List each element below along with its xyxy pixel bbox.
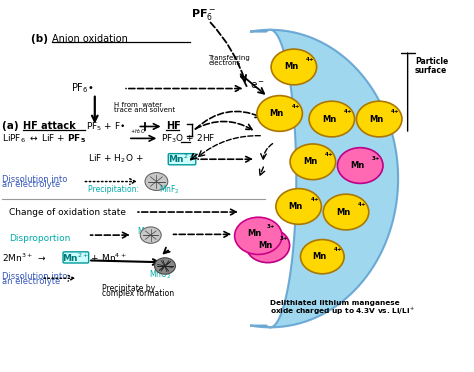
Text: oxide charged up to 4.3V vs. Li/Li$^+$: oxide charged up to 4.3V vs. Li/Li$^+$: [270, 306, 416, 317]
FancyBboxPatch shape: [168, 154, 196, 165]
Text: Mn: Mn: [336, 208, 350, 217]
Text: 3+: 3+: [280, 236, 288, 241]
Text: HF: HF: [166, 122, 181, 131]
Text: H from  water: H from water: [114, 102, 162, 108]
Circle shape: [145, 173, 168, 190]
Text: Mn: Mn: [258, 241, 272, 250]
Text: Mn$^{2+}$: Mn$^{2+}$: [168, 153, 196, 166]
Circle shape: [140, 227, 161, 243]
Circle shape: [271, 49, 317, 85]
Text: Precipitation:: Precipitation:: [88, 185, 141, 194]
Circle shape: [235, 217, 282, 254]
Text: Mn: Mn: [284, 62, 298, 71]
Text: PF$_5$ + F•: PF$_5$ + F•: [86, 120, 126, 133]
Circle shape: [323, 194, 369, 230]
Text: Anion oxidation: Anion oxidation: [52, 34, 128, 44]
Text: an electrolyte: an electrolyte: [2, 180, 61, 189]
Text: Mn: Mn: [322, 115, 336, 124]
Text: MnF$_2$: MnF$_2$: [137, 225, 157, 238]
Text: 4+: 4+: [292, 104, 300, 109]
Text: e$^-$: e$^-$: [250, 80, 265, 91]
Circle shape: [309, 101, 355, 137]
Text: Disproportion: Disproportion: [9, 234, 71, 243]
Text: PF$_6^-$: PF$_6^-$: [191, 7, 216, 22]
Text: Mn$^{2+}$: Mn$^{2+}$: [62, 251, 90, 264]
Circle shape: [290, 144, 336, 180]
Text: trace and solvent: trace and solvent: [114, 108, 175, 113]
Text: 4+: 4+: [310, 197, 319, 202]
Text: Transferring: Transferring: [209, 55, 250, 61]
Text: 4+: 4+: [325, 152, 333, 157]
Text: LiPF$_6$ $\leftrightarrow$ LiF + $\mathbf{PF_5}$: LiPF$_6$ $\leftrightarrow$ LiF + $\mathb…: [2, 132, 86, 145]
Text: PF$_6$•: PF$_6$•: [71, 81, 94, 96]
Text: + Mn$^{4+}$: + Mn$^{4+}$: [88, 251, 127, 264]
Text: Dissolution into: Dissolution into: [2, 175, 68, 184]
Circle shape: [246, 228, 290, 263]
Text: surface: surface: [415, 66, 447, 75]
Circle shape: [257, 96, 302, 131]
Text: MnO$_2$: MnO$_2$: [149, 268, 172, 281]
Circle shape: [337, 148, 383, 183]
Text: 4+: 4+: [391, 109, 400, 114]
Text: (b): (b): [31, 34, 52, 44]
Text: 2Mn$^{3+}$ $\rightarrow$: 2Mn$^{3+}$ $\rightarrow$: [2, 251, 50, 264]
Circle shape: [301, 240, 344, 274]
Text: 3+: 3+: [372, 156, 381, 161]
Text: HF attack: HF attack: [23, 122, 75, 131]
Text: PF$_3$O + 2HF: PF$_3$O + 2HF: [161, 132, 216, 145]
Circle shape: [155, 258, 175, 274]
Text: Particle: Particle: [415, 57, 448, 66]
FancyBboxPatch shape: [63, 252, 89, 263]
Text: Mn: Mn: [369, 115, 383, 124]
Text: Mn: Mn: [289, 202, 303, 211]
Text: Precipitate by: Precipitate by: [102, 284, 155, 293]
Circle shape: [356, 101, 402, 137]
Text: Mn: Mn: [247, 229, 262, 238]
Polygon shape: [250, 30, 398, 327]
Text: 4+: 4+: [334, 247, 343, 252]
Text: LiF + H$_2$O +: LiF + H$_2$O +: [88, 153, 144, 166]
Text: an electrolyte: an electrolyte: [2, 277, 61, 286]
Text: 3+: 3+: [266, 224, 275, 229]
Text: (a): (a): [2, 122, 23, 131]
Text: MnF$_2$: MnF$_2$: [159, 183, 180, 196]
Text: Mn: Mn: [350, 161, 365, 170]
Circle shape: [276, 189, 321, 224]
Text: electrons: electrons: [209, 60, 241, 66]
Text: Mn: Mn: [303, 157, 317, 166]
Text: 4+: 4+: [344, 109, 352, 114]
Text: complex formation: complex formation: [102, 289, 174, 298]
Text: 4+: 4+: [306, 57, 314, 62]
Text: Dissolution into: Dissolution into: [2, 272, 68, 280]
Text: 4+: 4+: [358, 202, 366, 207]
Text: Change of oxidation state: Change of oxidation state: [9, 208, 127, 217]
Text: Mn: Mn: [312, 252, 327, 261]
Text: $^{+H_2O}$: $^{+H_2O}$: [130, 128, 146, 135]
Text: Mn: Mn: [270, 109, 284, 118]
Text: Delithiated lithium manganese: Delithiated lithium manganese: [270, 300, 400, 306]
